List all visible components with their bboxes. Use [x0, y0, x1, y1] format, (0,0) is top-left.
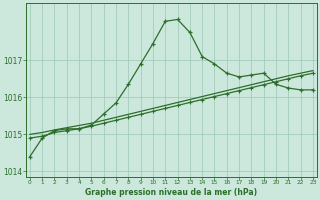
X-axis label: Graphe pression niveau de la mer (hPa): Graphe pression niveau de la mer (hPa) [85, 188, 258, 197]
